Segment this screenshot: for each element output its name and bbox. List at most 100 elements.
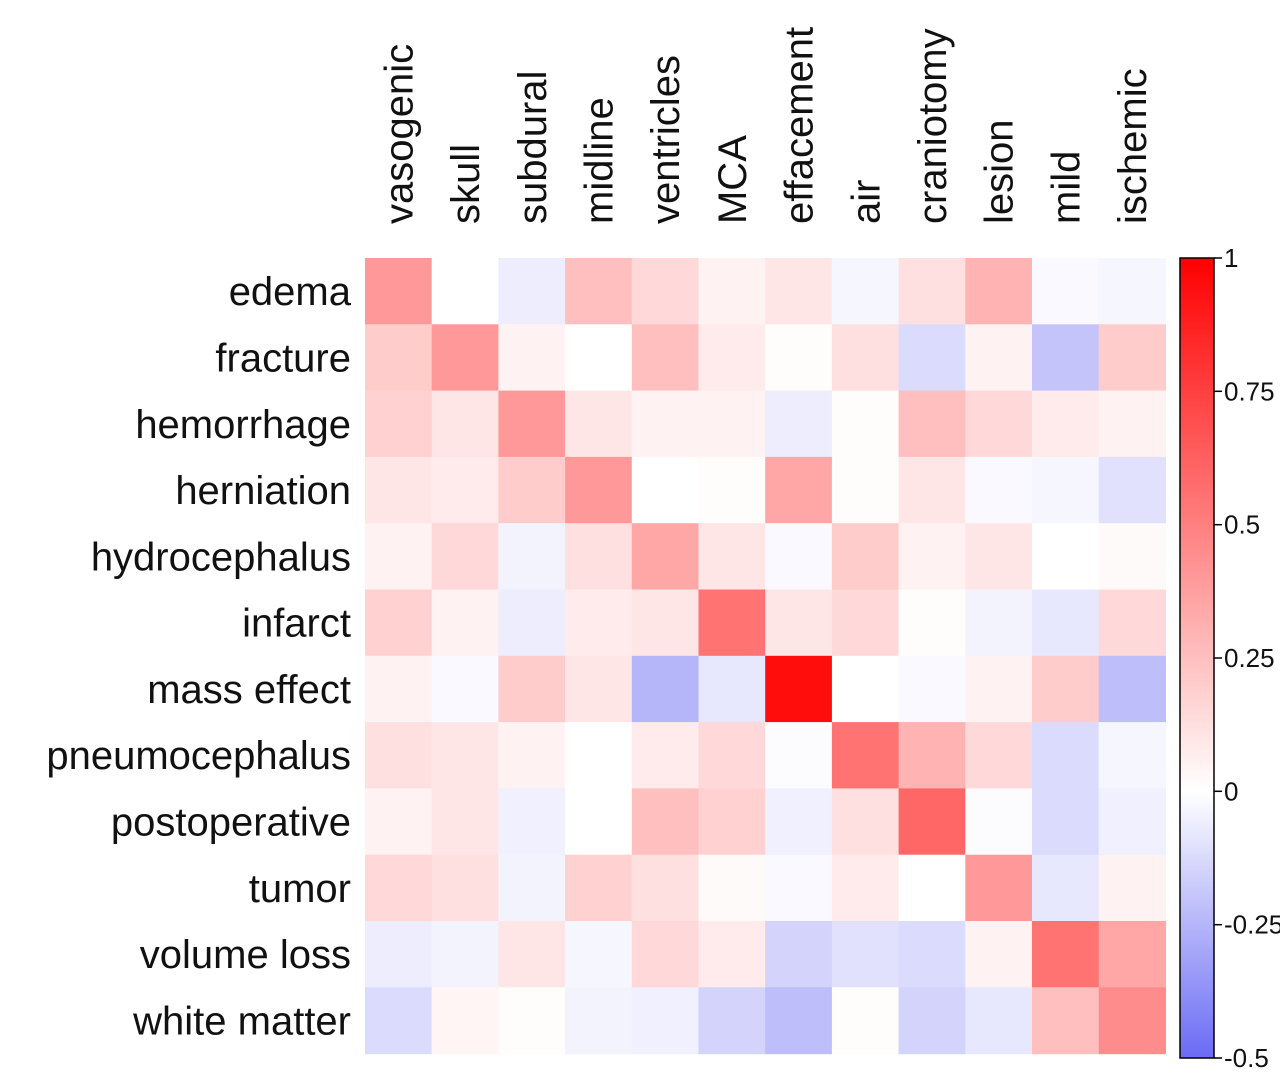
colorbar-gradient [1179,257,1215,1059]
heatmap-cell-hemorrhage-ventricles [631,390,700,458]
heatmap-cell-white-matter-midline [565,987,633,1055]
column-label: air [844,180,888,224]
heatmap-cell-hemorrhage-skull [431,390,499,458]
heatmap-cell-infarct-lesion [965,589,1033,657]
heatmap-cell-hemorrhage-MCA [698,390,766,458]
heatmap-cell-herniation-skull [431,456,499,524]
heatmap-cell-edema-craniotomy [898,258,966,325]
heatmap-cell-white-matter-skull [431,987,499,1055]
row-label: postoperative [111,801,351,845]
heatmap-cell-herniation-lesion [965,456,1033,524]
row-label: hemorrhage [135,403,351,447]
heatmap-cell-tumor-ischemic [1098,854,1166,922]
heatmap-cell-tumor-skull [431,854,499,922]
heatmap-cell-fracture-ventricles [631,324,700,392]
heatmap-cell-postoperative-ventricles [631,788,700,856]
heatmap-cell-white-matter-air [831,987,900,1055]
colorbar-tick-label: 0.75 [1224,376,1275,406]
heatmap-cell-pneumocephalus-ischemic [1098,722,1166,789]
heatmap-cell-white-matter-effacement [765,987,833,1055]
heatmap-cell-postoperative-craniotomy [898,788,966,856]
row-label: pneumocephalus [46,734,351,778]
heatmap-cell-herniation-mild [1032,456,1100,524]
heatmap-cell-herniation-craniotomy [898,456,966,524]
heatmap-cell-white-matter-subdural [498,987,566,1055]
heatmap-cell-fracture-midline [565,324,633,392]
row-label: mass effect [147,668,351,712]
heatmap-cell-postoperative-skull [431,788,499,856]
heatmap-cell-hydrocephalus-mild [1032,523,1100,591]
heatmap-cell-fracture-subdural [498,324,566,392]
heatmap-cell-white-matter-vasogenic [365,987,433,1055]
heatmap-cell-edema-midline [565,258,633,325]
colorbar-ticks: 1 0.75 0.5 0.25 0 -0.25 -0.5 [1214,243,1280,1073]
heatmap-cell-edema-ischemic [1098,258,1166,325]
heatmap-cell-white-matter-ischemic [1098,987,1166,1055]
heatmap-cell-edema-effacement [765,258,833,325]
heatmap-cell-pneumocephalus-MCA [698,722,766,789]
heatmap-cell-mass-effect-effacement [765,655,833,723]
heatmap-cell-pneumocephalus-subdural [498,722,566,789]
heatmap-cell-volume-loss-lesion [965,921,1033,988]
heatmap-cell-tumor-air [831,854,900,922]
heatmap-cell-mass-effect-mild [1032,655,1100,723]
heatmap-cell-pneumocephalus-air [831,722,900,789]
heatmap-cell-hydrocephalus-air [831,523,900,591]
heatmap-cell-tumor-effacement [765,854,833,922]
heatmap-cell-edema-subdural [498,258,566,325]
heatmap-cell-postoperative-lesion [965,788,1033,856]
heatmap-cell-volume-loss-effacement [765,921,833,988]
heatmap-cell-tumor-MCA [698,854,766,922]
row-label: volume loss [140,933,351,977]
heatmap-cell-infarct-air [831,589,900,657]
heatmap-cell-edema-vasogenic [365,258,433,325]
heatmap-cell-fracture-craniotomy [898,324,966,392]
heatmap-cell-hydrocephalus-ventricles [631,523,700,591]
heatmap-cell-volume-loss-midline [565,921,633,988]
row-label: infarct [242,602,351,646]
heatmap-cell-white-matter-mild [1032,987,1100,1055]
heatmap-cell-postoperative-ischemic [1098,788,1166,856]
heatmap-cell-fracture-skull [431,324,499,392]
heatmap-cell-pneumocephalus-ventricles [631,722,700,789]
colorbar: 1 0.75 0.5 0.25 0 -0.25 -0.5 [1179,243,1280,1073]
heatmap-cell-tumor-vasogenic [365,854,433,922]
heatmap-cell-mass-effect-ischemic [1098,655,1166,723]
heatmap-cell-hemorrhage-midline [565,390,633,458]
heatmap-cell-infarct-ischemic [1098,589,1166,657]
heatmap-cell-hydrocephalus-ischemic [1098,523,1166,591]
heatmap-cell-hydrocephalus-lesion [965,523,1033,591]
column-label: subdural [511,71,555,224]
heatmap-cell-edema-mild [1032,258,1100,325]
column-label: ischemic [1111,68,1155,224]
heatmap-cell-infarct-skull [431,589,499,657]
heatmap-cells [365,258,1166,1055]
heatmap-cell-edema-air [831,258,900,325]
row-label: edema [229,270,352,314]
heatmap-cell-herniation-ischemic [1098,456,1166,524]
column-label: craniotomy [911,28,955,224]
column-label: effacement [778,27,822,224]
heatmap-cell-edema-MCA [698,258,766,325]
heatmap-cell-white-matter-ventricles [631,987,700,1055]
heatmap-cell-mass-effect-lesion [965,655,1033,723]
heatmap-cell-fracture-vasogenic [365,324,433,392]
heatmap-cell-mass-effect-ventricles [631,655,700,723]
heatmap-cell-pneumocephalus-craniotomy [898,722,966,789]
heatmap-cell-pneumocephalus-vasogenic [365,722,433,789]
column-labels: vasogenic skull subdural midline ventricles M… [377,27,1155,224]
heatmap-cell-white-matter-MCA [698,987,766,1055]
heatmap-cell-hemorrhage-vasogenic [365,390,433,458]
heatmap-cell-volume-loss-mild [1032,921,1100,988]
heatmap-cell-white-matter-craniotomy [898,987,966,1055]
heatmap-cell-hemorrhage-subdural [498,390,566,458]
colorbar-tick-label: 0 [1224,776,1238,806]
heatmap-cell-infarct-midline [565,589,633,657]
heatmap-cell-edema-skull [431,258,499,325]
heatmap-cell-hydrocephalus-skull [431,523,499,591]
heatmap-cell-pneumocephalus-midline [565,722,633,789]
heatmap-cell-hemorrhage-ischemic [1098,390,1166,458]
heatmap-cell-herniation-ventricles [631,456,700,524]
heatmap-cell-infarct-mild [1032,589,1100,657]
